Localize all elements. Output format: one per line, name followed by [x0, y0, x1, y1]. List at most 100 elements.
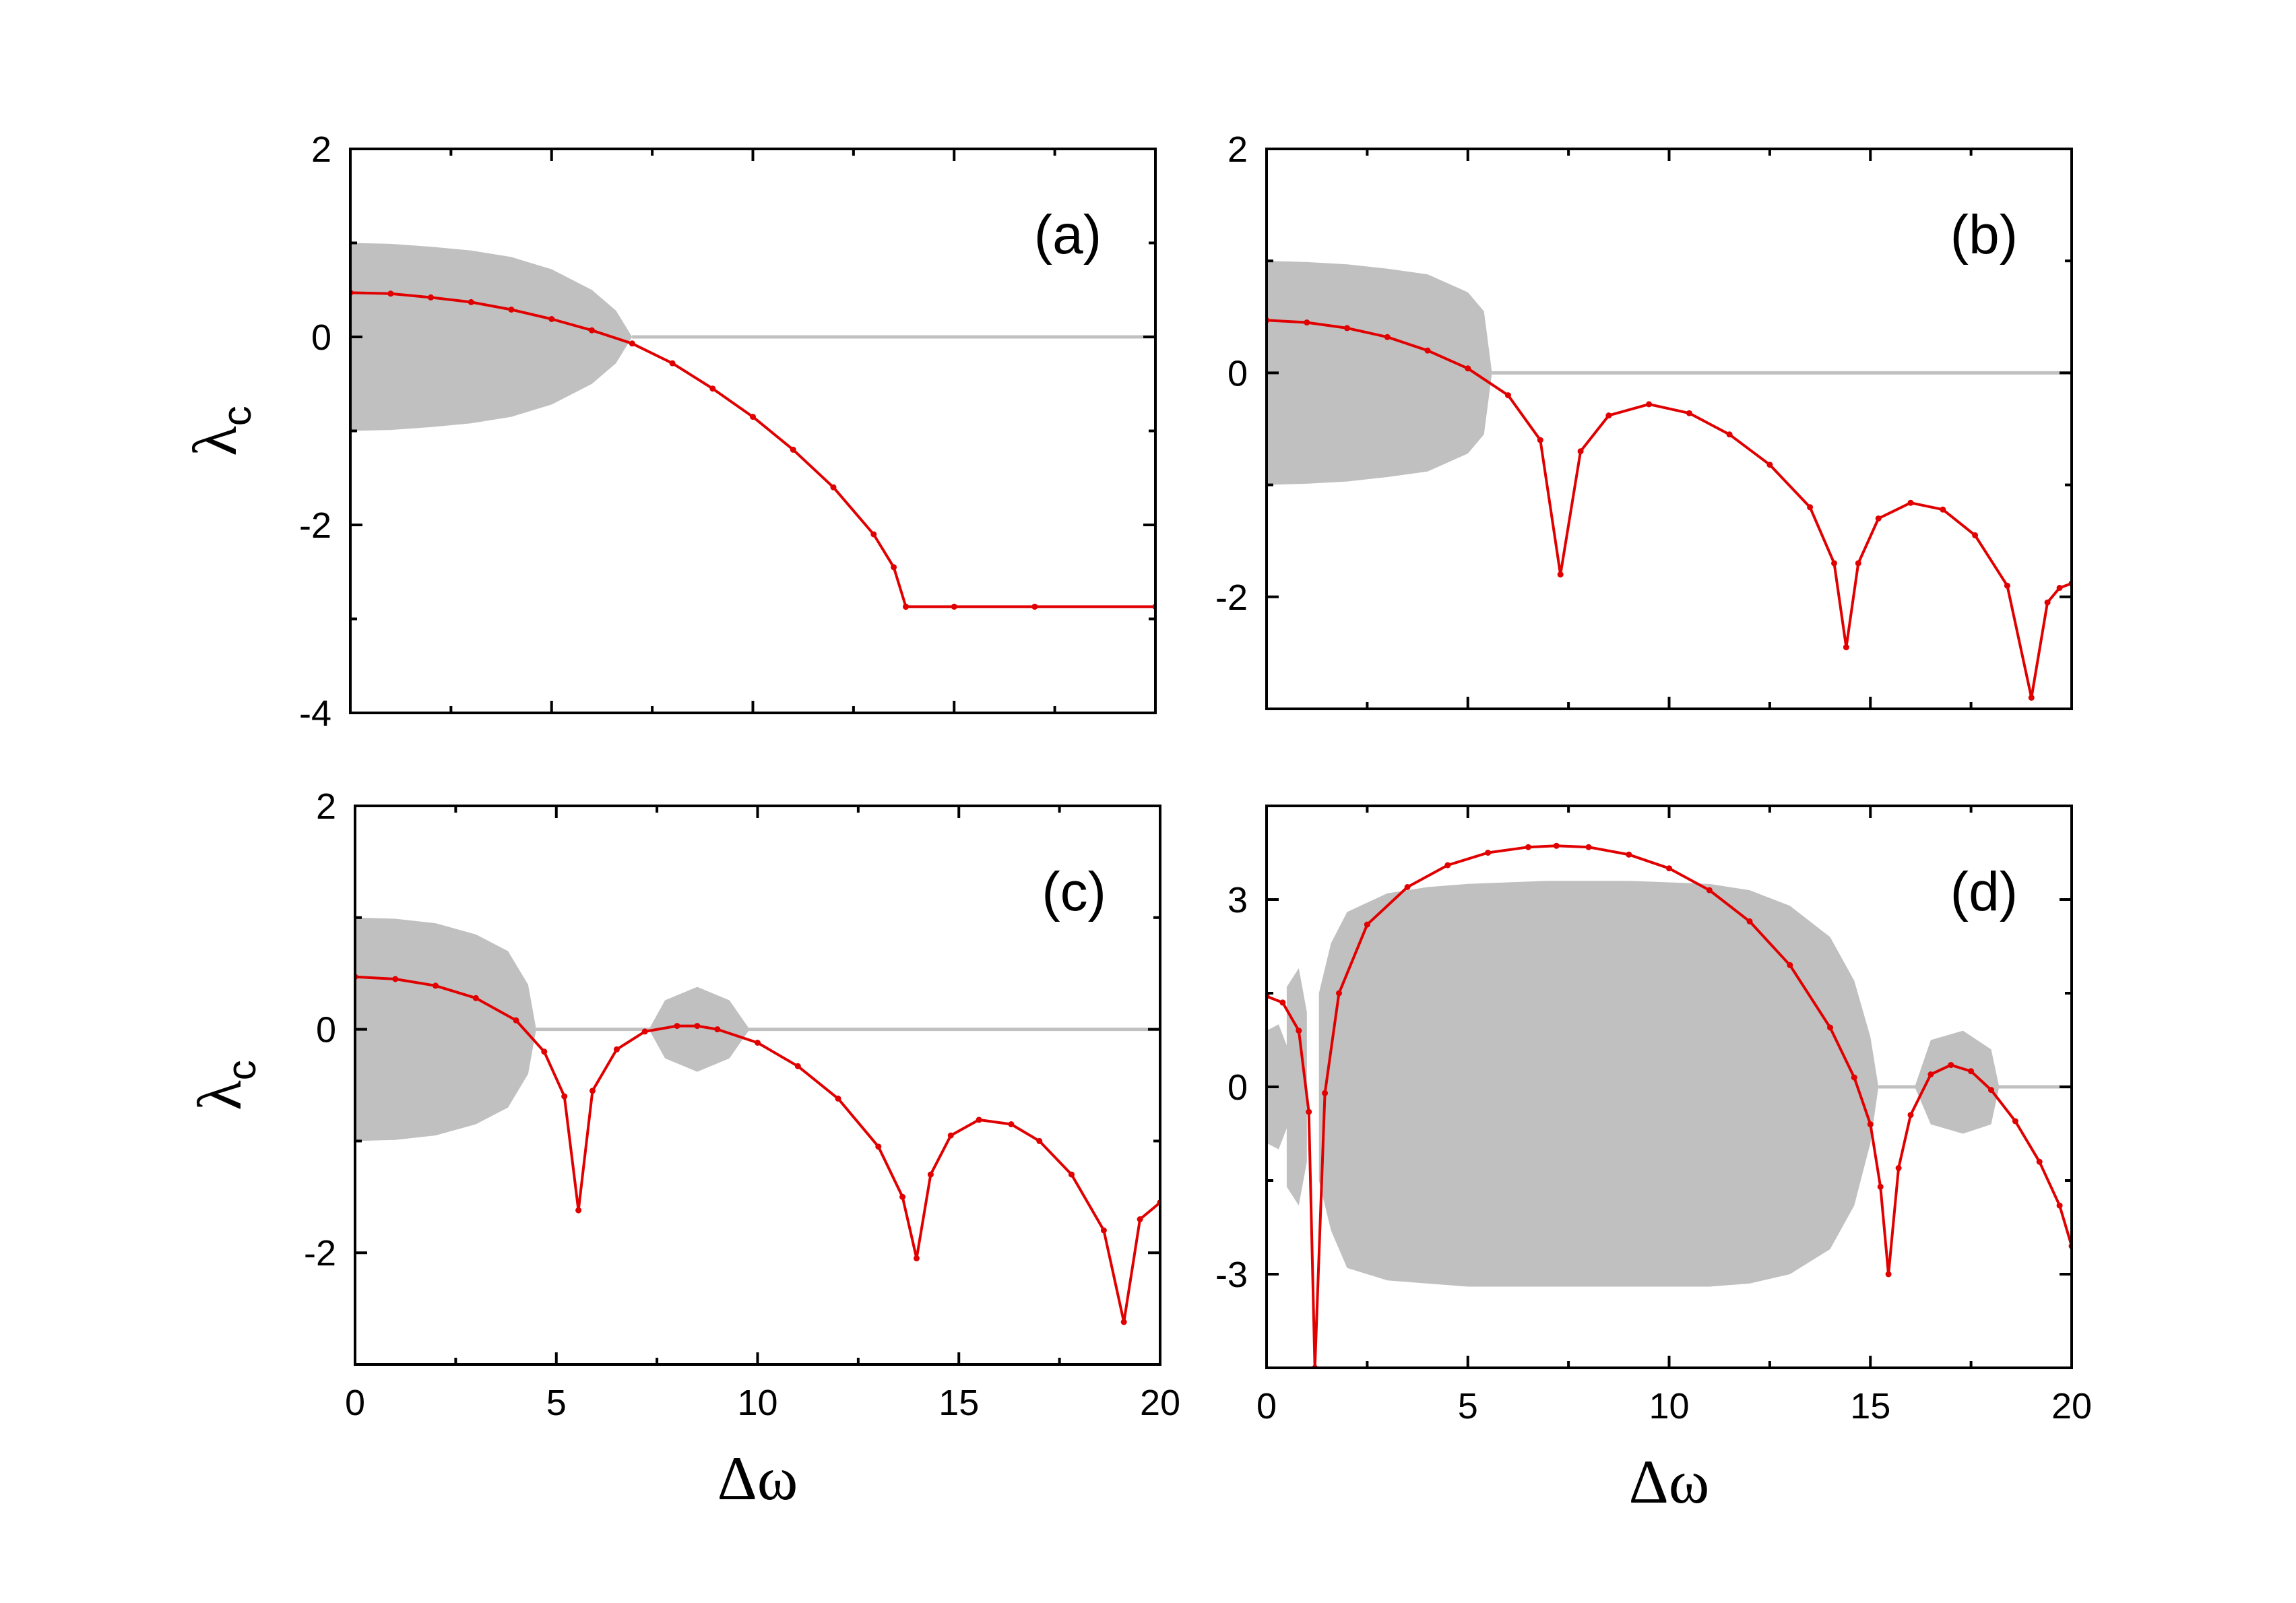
lambda-c-point — [1553, 842, 1560, 849]
lambda-c-point — [1807, 504, 1814, 511]
lambda-c-point — [1304, 319, 1310, 326]
plot-area — [350, 243, 1155, 610]
lambda-c-point — [714, 1026, 721, 1033]
lambda-c-point — [541, 1048, 548, 1055]
lambda-c-point — [1069, 1171, 1075, 1178]
lambda-c-point — [1384, 334, 1391, 340]
lambda-c-point — [1666, 865, 1672, 872]
lambda-c-point — [629, 340, 635, 347]
lambda-c-point — [1336, 990, 1342, 997]
lambda-c-point — [1851, 1074, 1857, 1081]
lambda-c-point — [1706, 887, 1713, 893]
lambda-c-point — [1296, 1028, 1302, 1034]
y-tick-label: 2 — [311, 129, 331, 170]
lambda-c-point — [1525, 844, 1531, 850]
lambda-c-point — [1746, 918, 1753, 924]
lambda-c-point — [575, 1207, 582, 1214]
lambda-c-point — [1306, 1108, 1312, 1115]
lambda-c-point — [1279, 999, 1286, 1006]
y-tick-label: -2 — [1215, 577, 1248, 618]
lambda-c-point — [835, 1095, 841, 1102]
lambda-c-point — [830, 484, 837, 491]
lambda-c-point — [1877, 1183, 1884, 1190]
lambda-c-point — [392, 976, 399, 982]
lambda-c-point — [750, 414, 756, 420]
lambda-c-point — [1885, 1271, 1892, 1278]
lambda-c-point — [1927, 1071, 1934, 1077]
gray-band-2 — [1286, 968, 1307, 1206]
lambda-c-point — [1766, 462, 1773, 468]
lambda-c-point — [1031, 603, 1038, 610]
lambda-c-point — [468, 298, 474, 305]
lambda-c-point — [1444, 862, 1451, 869]
lambda-c-point — [1972, 532, 1979, 538]
lambda-c-point — [914, 1255, 920, 1261]
lambda-c-point — [1322, 1090, 1329, 1096]
panel-label: (a) — [1034, 204, 1102, 265]
lambda-c-point — [2004, 582, 2010, 589]
lambda-c-point — [1557, 571, 1564, 578]
gray-band-1 — [355, 917, 536, 1141]
lambda-c-point — [548, 316, 555, 322]
gray-band-1 — [350, 243, 633, 431]
x-tick-label: 10 — [1649, 1386, 1689, 1426]
lambda-c-point — [1605, 412, 1612, 419]
lambda-c-point — [674, 1023, 680, 1030]
lambda-c-point — [951, 603, 957, 610]
panel-b: 2 0 -2 (b) — [1215, 129, 2073, 710]
plot-area — [355, 917, 1160, 1325]
lambda-c-point — [2012, 1118, 2018, 1125]
lambda-c-point — [2036, 1158, 2043, 1165]
lambda-c-point — [891, 564, 897, 571]
lambda-c-point — [1626, 851, 1632, 858]
lambda-c-curve — [1267, 844, 2072, 1368]
lambda-c-point — [2044, 599, 2051, 606]
lambda-c-point — [669, 360, 676, 367]
lambda-c-point — [1940, 506, 1946, 513]
lambda-c-point — [433, 982, 439, 989]
y-tick-label: 0 — [311, 317, 331, 358]
lambda-c-point — [1726, 431, 1733, 438]
y-axis-title: λc — [185, 1060, 264, 1110]
lambda-c-point — [976, 1117, 982, 1123]
lambda-c-point — [1827, 1024, 1833, 1031]
lambda-c-point — [1465, 365, 1471, 372]
lambda-c-point — [1404, 884, 1411, 890]
gray-band-1 — [1267, 261, 1492, 485]
lambda-c-point — [1424, 347, 1431, 354]
lambda-c-point — [1008, 1121, 1015, 1127]
panel-label: (d) — [1950, 861, 2018, 922]
x-tick-label: 20 — [1140, 1383, 1180, 1423]
plot-area — [1267, 261, 2072, 701]
y-axis-title-subscript: c — [219, 1060, 264, 1080]
x-tick-label: 0 — [1256, 1386, 1277, 1426]
lambda-c-point — [1867, 1121, 1874, 1128]
x-tick-label: 15 — [1850, 1386, 1890, 1426]
lambda-c-point — [875, 1143, 882, 1150]
gray-band-3 — [1318, 881, 1879, 1287]
x-tick-label: 20 — [2051, 1386, 2092, 1426]
lambda-c-point — [472, 995, 479, 1001]
y-tick-label: -2 — [299, 505, 331, 546]
lambda-c-point — [1344, 325, 1350, 332]
lambda-c-point — [428, 294, 434, 301]
y-tick-label: -3 — [1215, 1255, 1248, 1295]
lambda-c-point — [1137, 1216, 1143, 1222]
panel-a: 2 0 -2 -4 (a) λc — [181, 129, 1157, 734]
y-axis-title: λc — [181, 406, 259, 456]
lambda-c-curve — [1267, 319, 2072, 699]
gray-band-4 — [1915, 1030, 2000, 1134]
panel-label: (b) — [1950, 204, 2018, 265]
lambda-c-point — [1364, 921, 1370, 928]
lambda-c-point — [1843, 644, 1849, 651]
y-tick-label: 2 — [316, 786, 336, 827]
lambda-c-point — [899, 1193, 906, 1200]
panel-label: (c) — [1042, 861, 1106, 922]
y-tick-label: 0 — [316, 1010, 336, 1050]
lambda-c-point — [1485, 850, 1492, 856]
gray-band-1 — [1267, 1024, 1303, 1150]
x-tick-label: 5 — [1458, 1386, 1478, 1426]
lambda-c-point — [1505, 392, 1511, 399]
lambda-c-point — [790, 446, 796, 453]
